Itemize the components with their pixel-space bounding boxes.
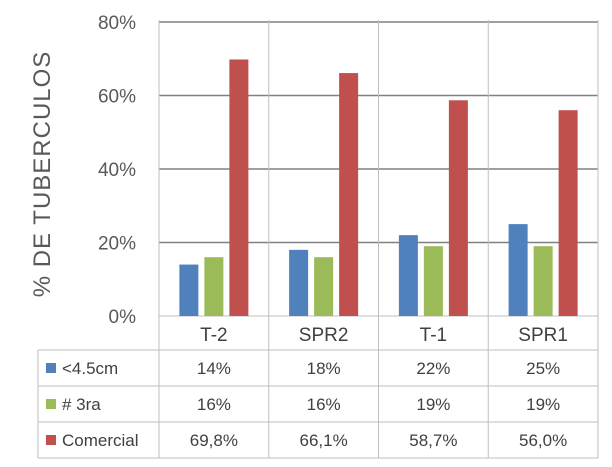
bar [508,224,528,316]
data-label: 69,8% [190,431,238,450]
data-table: T-2 SPR2 T-1 SPR1 <4.5cm 14% 18% 22% 25% # 3ra 16%… [37,316,599,459]
legend-key [46,363,56,373]
data-label: 18% [307,359,341,378]
legend-key [46,435,56,445]
data-label: 66,1% [300,431,348,450]
bar [229,59,249,317]
y-axis-label: % DE TUBERCULOS [29,51,56,298]
data-label: 25% [526,359,560,378]
category-label: T-1 [420,325,447,346]
y-tick-label: 80% [98,13,136,34]
y-axis-ticks: 0% 20% 40% 60% 80% [98,13,136,328]
data-label: 16% [197,395,231,414]
series-name: # 3ra [62,395,101,414]
y-tick-label: 40% [98,160,136,181]
bar [423,246,443,316]
bars [179,59,578,317]
bar [289,249,309,316]
data-label: 56,0% [519,431,567,450]
bar [448,100,468,316]
legend-key [46,399,56,409]
data-label: 58,7% [409,431,457,450]
bar [179,264,199,316]
data-label: 22% [416,359,450,378]
bar [314,257,334,316]
series-name: Comercial [62,431,139,450]
category-label: T-2 [200,325,227,346]
gridlines [158,20,599,317]
category-label: SPR1 [518,325,568,346]
bar [204,257,224,316]
data-label: 16% [307,395,341,414]
data-label: 19% [526,395,560,414]
series-name: <4.5cm [62,359,118,378]
bar [533,246,553,316]
y-tick-label: 20% [98,234,136,255]
bar [558,110,578,316]
y-tick-label: 60% [98,87,136,108]
y-tick-label: 0% [109,307,137,328]
category-label: SPR2 [299,325,349,346]
data-label: 19% [416,395,450,414]
data-label: 14% [197,359,231,378]
bar [339,73,359,317]
bar [398,235,418,316]
